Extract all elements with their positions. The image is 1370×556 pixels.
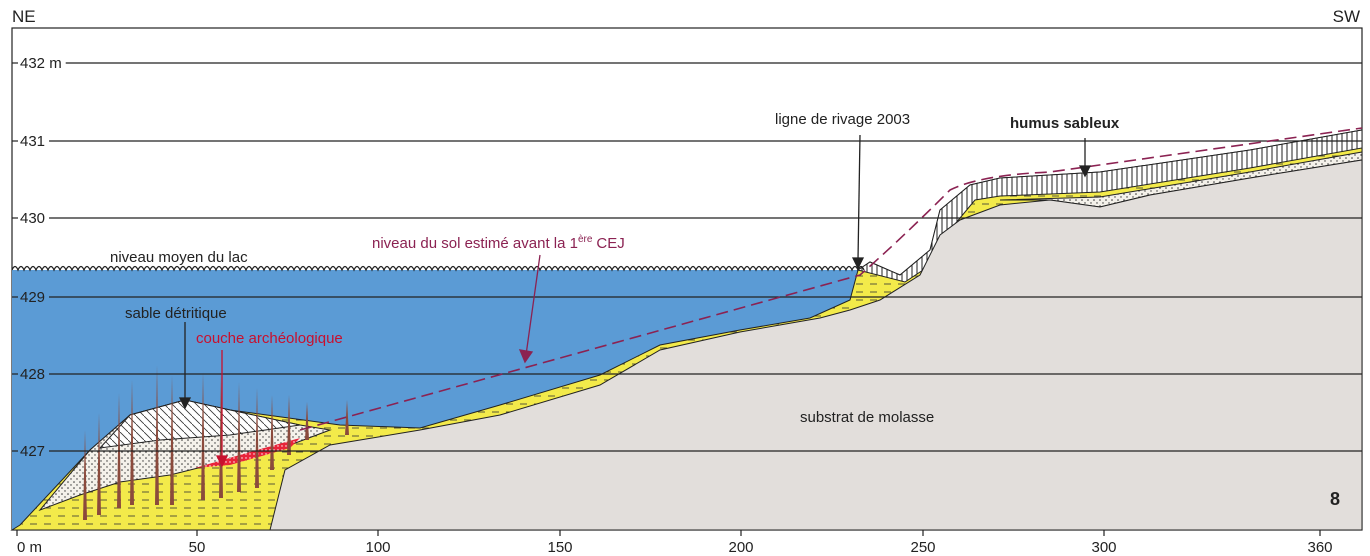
y-tick-label: 430 xyxy=(20,210,45,227)
label-molasse: substrat de molasse xyxy=(800,409,934,426)
x-tick-label: 300 xyxy=(1091,539,1116,556)
label-detrital-sand: sable détritique xyxy=(125,305,227,322)
y-tick-label: 429 xyxy=(20,289,45,306)
x-tick-label: 50 xyxy=(189,539,206,556)
y-tick-label: 427 xyxy=(20,443,45,460)
label-archaeological-layer: couche archéologique xyxy=(196,330,343,347)
x-tick-label: 0 m xyxy=(17,539,42,556)
label-lake-level: niveau moyen du lac xyxy=(110,249,248,266)
figure-number: 8 xyxy=(1330,489,1340,509)
y-tick-label: 432 m xyxy=(20,55,62,72)
y-tick-label: 428 xyxy=(20,366,45,383)
direction-left: NE xyxy=(12,7,36,26)
direction-right: SW xyxy=(1333,7,1360,26)
cross-section: NE SW niveau moyen du lac sable détritiq… xyxy=(0,0,1370,556)
x-tick-label: 100 xyxy=(365,539,390,556)
y-tick-label: 431 xyxy=(20,133,45,150)
x-tick-label: 360 xyxy=(1307,539,1332,556)
x-tick-label: 200 xyxy=(728,539,753,556)
x-tick-label: 150 xyxy=(547,539,572,556)
label-shoreline: ligne de rivage 2003 xyxy=(775,111,910,128)
label-sandy-humus: humus sableux xyxy=(1010,115,1120,132)
x-tick-label: 250 xyxy=(910,539,935,556)
